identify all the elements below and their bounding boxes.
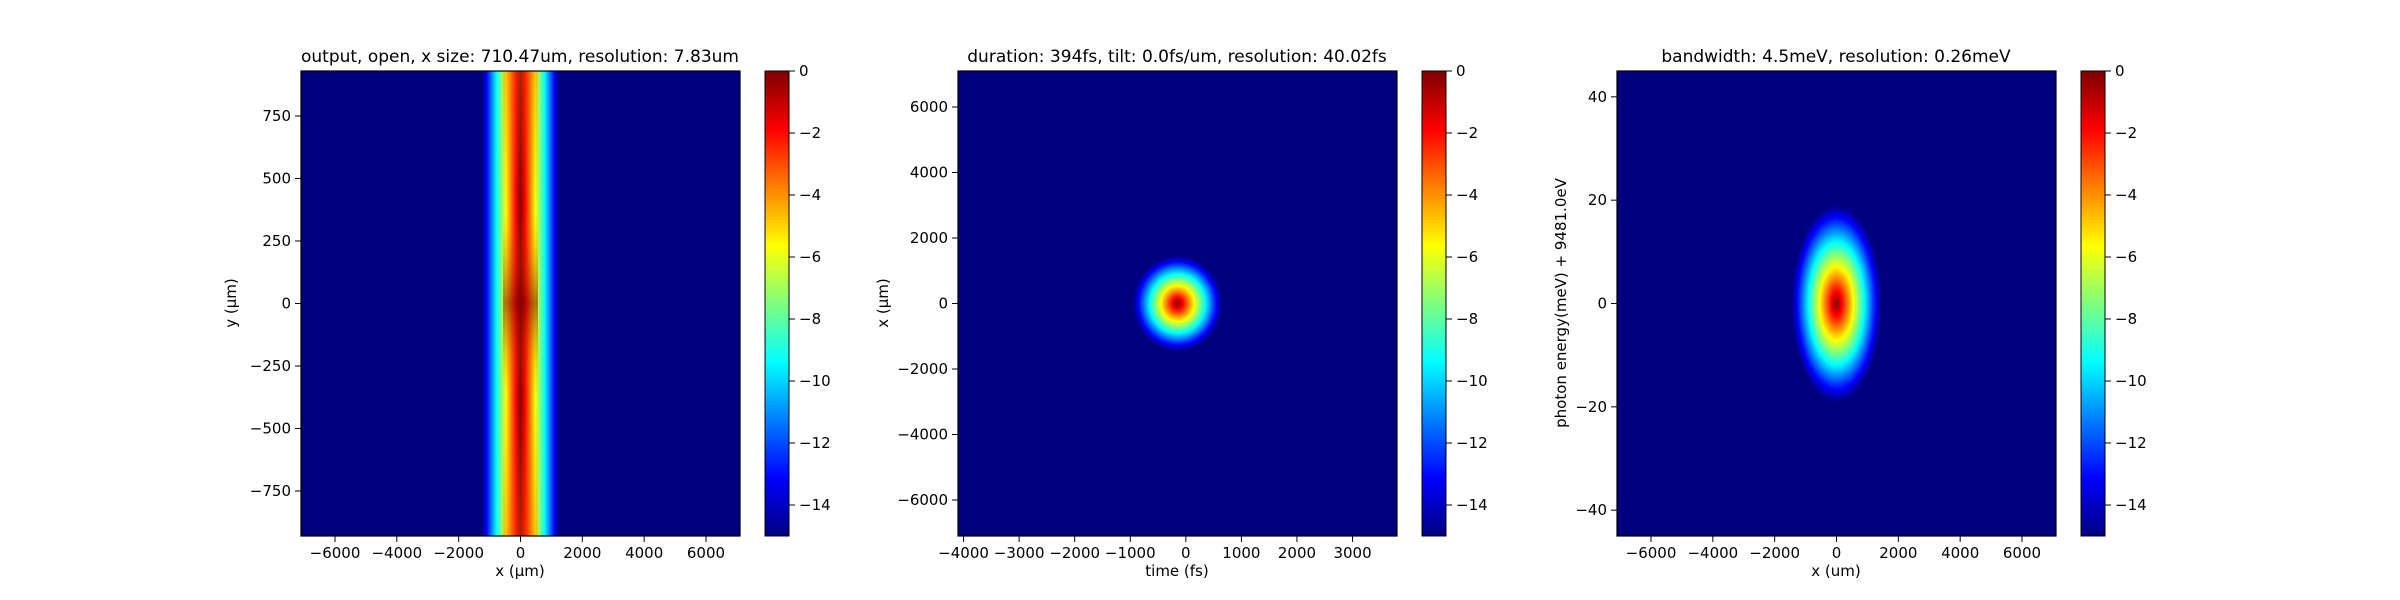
x-tick-label: 0 — [1832, 544, 1842, 562]
panel-1: output, open, x size: 710.47um, resoluti… — [222, 47, 831, 580]
y-tick-label: −500 — [250, 420, 291, 438]
y-tick-label: −6000 — [897, 491, 948, 509]
y-tick-label: −2000 — [897, 360, 948, 378]
y-tick-label: 500 — [262, 170, 291, 188]
y-tick-label: 0 — [938, 295, 948, 313]
panel-3: bandwidth: 4.5meV, resolution: 0.26meV −… — [1552, 47, 2147, 580]
y-tick-label: 4000 — [910, 164, 948, 182]
colorbar-tick-label: −10 — [2115, 372, 2147, 390]
colorbar: 0 −2 −4 −6 −8 −10 −12 −14 — [764, 62, 831, 537]
intensity-spot — [1791, 205, 1882, 402]
colorbar-tick-label: −2 — [799, 124, 821, 142]
x-tick-label: 3000 — [1333, 544, 1371, 562]
y-tick-label: 250 — [262, 232, 291, 250]
x-ticks: −6000 −4000 −2000 0 2000 4000 6000 — [310, 536, 725, 562]
colorbar-tick-label: −6 — [2115, 248, 2137, 266]
x-tick-label: 1000 — [1222, 544, 1260, 562]
y-axis-label: y (μm) — [222, 278, 240, 328]
x-ticks: −6000 −4000 −2000 0 2000 4000 6000 — [1626, 536, 2041, 562]
colorbar-tick-label: −12 — [2115, 434, 2147, 452]
colorbar-tick-label: −12 — [799, 434, 831, 452]
x-axis-label: x (um) — [1811, 562, 1860, 580]
colorbar-tick-label: 0 — [799, 62, 809, 80]
y-axis-label: photon energy(meV) + 9481.0eV — [1552, 177, 1570, 427]
colorbar-tick-label: −8 — [1456, 310, 1478, 328]
x-tick-label: 0 — [1181, 544, 1191, 562]
heatmap-field — [1617, 71, 2056, 536]
colorbar-tick-label: −14 — [2115, 496, 2147, 514]
y-ticks: −750 −500 −250 0 250 500 750 — [250, 107, 301, 500]
colorbar-tick-label: −12 — [1456, 434, 1488, 452]
beam-waist — [503, 71, 538, 536]
colorbar-scale — [2080, 70, 2106, 537]
x-tick-label: 6000 — [687, 544, 725, 562]
y-tick-label: −750 — [250, 482, 291, 500]
x-tick-label: 0 — [516, 544, 526, 562]
x-tick-label: −6000 — [310, 544, 361, 562]
x-tick-label: −6000 — [1626, 544, 1677, 562]
x-tick-label: −1000 — [1105, 544, 1156, 562]
y-tick-label: −20 — [1575, 398, 1607, 416]
x-tick-label: −3000 — [994, 544, 1045, 562]
colorbar-tick-label: −8 — [799, 310, 821, 328]
x-axis-label: time (fs) — [1145, 562, 1208, 580]
x-tick-label: 6000 — [2003, 544, 2041, 562]
colorbar-tick-label: −14 — [799, 496, 831, 514]
x-axis-label: x (μm) — [495, 562, 545, 580]
x-tick-label: 2000 — [563, 544, 601, 562]
colorbar: 0 −2 −4 −6 −8 −10 −12 −14 — [2080, 62, 2147, 537]
colorbar-tick-label: −10 — [799, 372, 831, 390]
colorbar-tick-label: −10 — [1456, 372, 1488, 390]
colorbar-tick-label: −4 — [799, 186, 821, 204]
x-tick-label: 2000 — [1278, 544, 1316, 562]
intensity-spot — [1133, 256, 1222, 351]
y-axis-label: x (μm) — [874, 278, 892, 328]
x-tick-label: −4000 — [938, 544, 989, 562]
x-tick-label: 4000 — [1941, 544, 1979, 562]
y-tick-label: 20 — [1588, 191, 1607, 209]
x-tick-label: −2000 — [433, 544, 484, 562]
heatmap-field — [958, 71, 1397, 536]
colorbar-tick-label: −6 — [799, 248, 821, 266]
x-tick-label: −4000 — [371, 544, 422, 562]
y-tick-label: 0 — [281, 295, 291, 313]
colorbar-tick-label: −2 — [1456, 124, 1478, 142]
plot-title: bandwidth: 4.5meV, resolution: 0.26meV — [1661, 47, 2011, 67]
colorbar-tick-label: 0 — [1456, 62, 1466, 80]
y-tick-label: 2000 — [910, 229, 948, 247]
x-tick-label: 4000 — [625, 544, 663, 562]
panel-2: duration: 394fs, tilt: 0.0fs/um, resolut… — [874, 47, 1488, 580]
colorbar-tick-label: −4 — [2115, 186, 2137, 204]
x-tick-label: 2000 — [1879, 544, 1917, 562]
y-tick-label: 750 — [262, 107, 291, 125]
plot-title: output, open, x size: 710.47um, resoluti… — [301, 47, 739, 67]
colorbar-tick-label: −2 — [2115, 124, 2137, 142]
x-tick-label: −2000 — [1049, 544, 1100, 562]
colorbar-tick-label: −6 — [1456, 248, 1478, 266]
y-tick-label: −250 — [250, 357, 291, 375]
colorbar-tick-label: 0 — [2115, 62, 2125, 80]
y-tick-label: −40 — [1575, 501, 1607, 519]
y-tick-label: 0 — [1597, 295, 1607, 313]
heatmap-field — [301, 71, 740, 536]
y-ticks: −40 −20 0 20 40 — [1575, 88, 1617, 519]
colorbar-scale — [1421, 70, 1447, 537]
x-tick-label: −4000 — [1687, 544, 1738, 562]
x-ticks: −4000 −3000 −2000 −1000 0 1000 2000 3000 — [938, 536, 1372, 562]
x-tick-label: −2000 — [1749, 544, 1800, 562]
colorbar-tick-label: −8 — [2115, 310, 2137, 328]
colorbar-tick-label: −14 — [1456, 496, 1488, 514]
colorbar-tick-label: −4 — [1456, 186, 1478, 204]
colorbar: 0 −2 −4 −6 −8 −10 −12 −14 — [1421, 62, 1488, 537]
plot-title: duration: 394fs, tilt: 0.0fs/um, resolut… — [967, 47, 1387, 67]
colorbar-scale — [764, 70, 790, 537]
y-tick-label: −4000 — [897, 425, 948, 443]
y-tick-label: 6000 — [910, 98, 948, 116]
y-tick-label: 40 — [1588, 88, 1607, 106]
y-ticks: −6000 −4000 −2000 0 2000 4000 6000 — [897, 98, 958, 509]
